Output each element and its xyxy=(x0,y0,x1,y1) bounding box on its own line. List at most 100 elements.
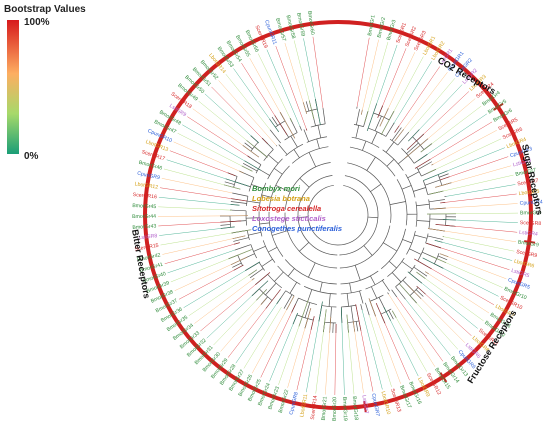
leaf-connector xyxy=(361,39,379,115)
tree-branch xyxy=(371,286,378,299)
tree-branch xyxy=(267,158,283,180)
leaf-connector xyxy=(315,309,327,394)
tree-branch xyxy=(391,127,402,141)
leaf-connector xyxy=(177,132,253,172)
tree-branch xyxy=(308,152,317,168)
leaf-connector xyxy=(434,240,513,261)
leaf-connector xyxy=(369,315,392,387)
leaf-connector xyxy=(377,48,407,118)
group-separator xyxy=(363,401,367,413)
tree-branch xyxy=(251,184,264,190)
leaf-connector xyxy=(194,278,255,324)
tree-branch xyxy=(268,154,279,164)
tree-branch xyxy=(304,302,311,318)
tree-branch xyxy=(370,183,382,192)
leaf-connector xyxy=(187,116,251,158)
tree-branch xyxy=(317,125,322,138)
tree-branch xyxy=(284,259,337,285)
leaf-connector xyxy=(227,289,281,358)
tree-branch xyxy=(389,138,399,146)
tree-branch xyxy=(308,262,316,278)
tree-branch xyxy=(371,131,378,144)
leaf-connector xyxy=(356,37,370,107)
leaf-connector xyxy=(394,72,448,142)
tree-branch xyxy=(416,203,430,207)
tree-branch xyxy=(274,168,283,175)
tree-branch xyxy=(269,129,281,144)
tree-branch xyxy=(407,171,420,179)
leaf-connector xyxy=(388,294,436,367)
leaf-label: LbotGR11 xyxy=(299,394,309,418)
leaf-connector xyxy=(427,228,517,243)
leaf-connector xyxy=(423,147,506,181)
leaf-connector xyxy=(368,298,401,384)
tree-branch xyxy=(296,314,314,321)
tree-branch xyxy=(355,125,360,139)
tree-branch xyxy=(275,184,291,193)
leaf-label: BmorGr43 xyxy=(132,223,156,230)
tree-branch xyxy=(427,235,444,240)
tree-branch xyxy=(307,289,313,302)
leaf-connector xyxy=(160,187,248,202)
leaf-label: BmorGr44 xyxy=(132,214,156,220)
tree-branch xyxy=(248,231,261,236)
leaf-label: CpunGR7 xyxy=(370,393,380,417)
tree-branch xyxy=(271,230,288,236)
tree-branch xyxy=(395,286,406,300)
tree-branch xyxy=(380,228,406,270)
leaf-connector xyxy=(422,257,499,297)
legend-min-label: 0% xyxy=(24,151,39,162)
leaf-connector xyxy=(418,113,488,161)
tree-branch xyxy=(409,248,422,255)
leaf-label: LbotGR12 xyxy=(134,181,158,191)
leaf-connector xyxy=(404,98,476,159)
leaf-connector xyxy=(425,271,490,314)
group-separator xyxy=(524,240,536,244)
tree-branch xyxy=(387,257,405,277)
leaf-connector xyxy=(235,298,281,364)
tree-branch xyxy=(339,225,391,269)
leaf-connector xyxy=(399,283,459,350)
tree-branch xyxy=(362,140,367,151)
leaf-label: BmorGr7 xyxy=(515,167,537,178)
tree-branch xyxy=(382,149,404,171)
leaf-label: BmorGr3 xyxy=(386,19,398,41)
leaf-connector xyxy=(251,295,295,374)
leaf-label: LstiGR8 xyxy=(138,233,157,241)
leaf-label: BmorGr20 xyxy=(332,397,338,421)
leaf-label: LstiGR5 xyxy=(510,268,530,279)
leaf-label: BmorGr18 xyxy=(351,396,359,420)
leaf-connector xyxy=(169,150,236,176)
leaf-label: BmorGr21 xyxy=(321,396,329,420)
tree-branch xyxy=(261,194,272,198)
tree-branch xyxy=(290,135,298,148)
tree-branch xyxy=(278,144,288,155)
tree-branch xyxy=(347,162,392,223)
tree-branch xyxy=(397,132,409,146)
tree-branch xyxy=(303,286,337,295)
leaf-connector xyxy=(435,165,512,188)
tree-branch xyxy=(405,173,416,198)
tree-branch xyxy=(439,173,449,178)
leaf-connector xyxy=(167,249,235,274)
leaf-connector xyxy=(364,41,389,123)
leaf-connector xyxy=(204,93,260,144)
leaf-label: BmorGr60 xyxy=(306,11,315,36)
tree-branch xyxy=(268,211,284,257)
leaf-connector xyxy=(170,249,252,283)
tree-branch xyxy=(244,142,253,150)
tree-branch xyxy=(220,224,231,226)
tree-branch xyxy=(424,179,441,186)
leaf-connector xyxy=(158,206,233,211)
leaf-connector xyxy=(446,184,516,197)
tree-branch xyxy=(417,247,425,262)
tree-branch xyxy=(416,220,430,222)
leaf-connector xyxy=(162,235,246,255)
legend-max-label: 100% xyxy=(24,17,50,28)
tree-branch xyxy=(230,201,247,204)
tree-branch xyxy=(263,149,274,161)
tree-branch xyxy=(391,272,402,283)
tree-branch xyxy=(259,182,267,208)
tree-branch xyxy=(230,209,247,212)
leaf-connector xyxy=(158,220,242,227)
